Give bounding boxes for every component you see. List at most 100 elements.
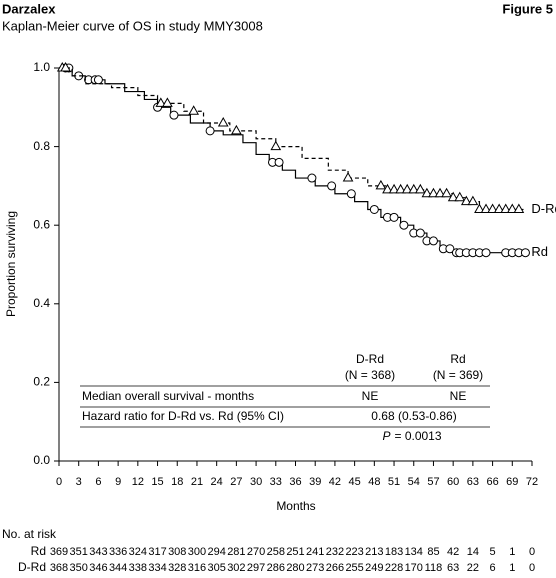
censor-marker xyxy=(388,183,400,194)
x-tick-label: 33 xyxy=(270,476,282,488)
censor-marker xyxy=(434,187,446,198)
censor-marker xyxy=(231,124,242,135)
at-risk-count: 266 xyxy=(326,562,344,574)
p-value: P = 0.0013 xyxy=(382,429,441,443)
at-risk-count: 255 xyxy=(345,562,363,574)
table-row-label: Hazard ratio for D-Rd vs. Rd (95% CI) xyxy=(82,409,284,423)
at-risk-count: 249 xyxy=(365,562,383,574)
at-risk-count: 42 xyxy=(447,546,459,558)
x-tick-label: 42 xyxy=(329,476,341,488)
at-risk-count: 273 xyxy=(306,562,324,574)
at-risk-count: 258 xyxy=(267,546,285,558)
survival-curve xyxy=(59,67,526,254)
at-risk-count: 369 xyxy=(50,546,68,558)
censor-marker xyxy=(217,117,229,127)
p-text: = 0.0013 xyxy=(394,429,441,443)
censor-marker xyxy=(474,203,485,213)
at-risk-count: 228 xyxy=(385,562,403,574)
censor-marker xyxy=(375,179,387,190)
censor-marker xyxy=(467,195,479,206)
at-risk-count: 294 xyxy=(207,546,225,558)
at-risk-count: 85 xyxy=(427,546,439,558)
x-tick-label: 60 xyxy=(447,476,459,488)
y-tick-label: 0.0 xyxy=(33,453,50,467)
censor-marker xyxy=(441,187,452,198)
censor-marker xyxy=(93,75,103,85)
censor-marker xyxy=(454,191,466,202)
at-risk-count: 286 xyxy=(267,562,285,574)
censor-marker xyxy=(428,236,438,246)
x-tick-label: 3 xyxy=(76,476,82,488)
censor-marker xyxy=(274,157,284,167)
at-risk-count: 350 xyxy=(70,562,88,574)
x-axis-label: Months xyxy=(276,499,315,513)
at-risk-count: 344 xyxy=(109,562,127,574)
survival-curve xyxy=(59,67,526,211)
censor-marker xyxy=(346,189,356,199)
censor-marker xyxy=(342,172,354,182)
at-risk-count: 5 xyxy=(490,546,496,558)
at-risk-count: 281 xyxy=(227,546,245,558)
censor-marker xyxy=(447,191,459,202)
y-tick-label: 1.0 xyxy=(33,60,50,74)
series-label: Rd xyxy=(531,244,548,259)
x-tick-label: 15 xyxy=(151,476,163,488)
censor-marker xyxy=(500,203,512,213)
censor-marker xyxy=(487,203,498,213)
chart-title: Darzalex xyxy=(2,1,56,16)
x-tick-label: 63 xyxy=(467,476,479,488)
censor-marker xyxy=(327,181,337,191)
censor-marker xyxy=(369,204,379,214)
series-label: D-Rd xyxy=(531,201,556,216)
at-risk-count: 232 xyxy=(326,546,344,558)
censor-marker xyxy=(481,248,491,258)
at-risk-title: No. at risk xyxy=(2,527,57,541)
censor-marker xyxy=(395,183,406,194)
at-risk-count: 317 xyxy=(148,546,166,558)
at-risk-row-label: D-Rd xyxy=(18,560,46,574)
at-risk-count: 316 xyxy=(188,562,206,574)
at-risk-count: 334 xyxy=(148,562,166,574)
table-column-n: (N = 369) xyxy=(433,368,483,382)
y-tick-label: 0.8 xyxy=(33,139,50,153)
censor-marker xyxy=(307,173,317,183)
at-risk-row-label: Rd xyxy=(31,544,46,558)
x-tick-label: 66 xyxy=(486,476,498,488)
censor-marker xyxy=(389,212,399,222)
at-risk-count: 351 xyxy=(70,546,88,558)
censor-marker xyxy=(399,220,409,230)
at-risk-count: 338 xyxy=(129,562,147,574)
at-risk-count: 346 xyxy=(89,562,107,574)
x-tick-label: 45 xyxy=(349,476,361,488)
figure-label: Figure 5 xyxy=(502,1,553,16)
at-risk-count: 328 xyxy=(168,562,186,574)
table-cell: NE xyxy=(362,389,379,403)
table-row-label: Median overall survival - months xyxy=(82,389,254,403)
censor-marker xyxy=(415,228,425,238)
at-risk-count: 22 xyxy=(467,562,479,574)
at-risk-count: 1 xyxy=(509,546,515,558)
censor-marker xyxy=(445,244,455,254)
x-tick-label: 18 xyxy=(171,476,183,488)
at-risk-count: 134 xyxy=(405,546,423,558)
y-tick-label: 0.2 xyxy=(33,375,50,389)
p-symbol: P xyxy=(382,429,390,443)
censor-marker xyxy=(520,248,530,258)
x-tick-label: 36 xyxy=(289,476,301,488)
at-risk-count: 118 xyxy=(425,562,443,574)
x-tick-label: 21 xyxy=(191,476,203,488)
x-tick-label: 6 xyxy=(95,476,101,488)
at-risk-count: 305 xyxy=(207,562,225,574)
chart-subtitle: Kaplan-Meier curve of OS in study MMY300… xyxy=(2,18,263,33)
y-axis-label: Proportion surviving xyxy=(4,211,18,317)
censor-marker xyxy=(401,183,413,194)
censor-marker xyxy=(270,140,282,151)
censor-marker xyxy=(493,203,505,213)
table-column-n: (N = 368) xyxy=(345,368,395,382)
at-risk-count: 297 xyxy=(247,562,265,574)
at-risk-count: 1 xyxy=(509,562,515,574)
censor-marker xyxy=(408,183,420,194)
censor-marker xyxy=(162,97,173,107)
at-risk-count: 300 xyxy=(188,546,206,558)
